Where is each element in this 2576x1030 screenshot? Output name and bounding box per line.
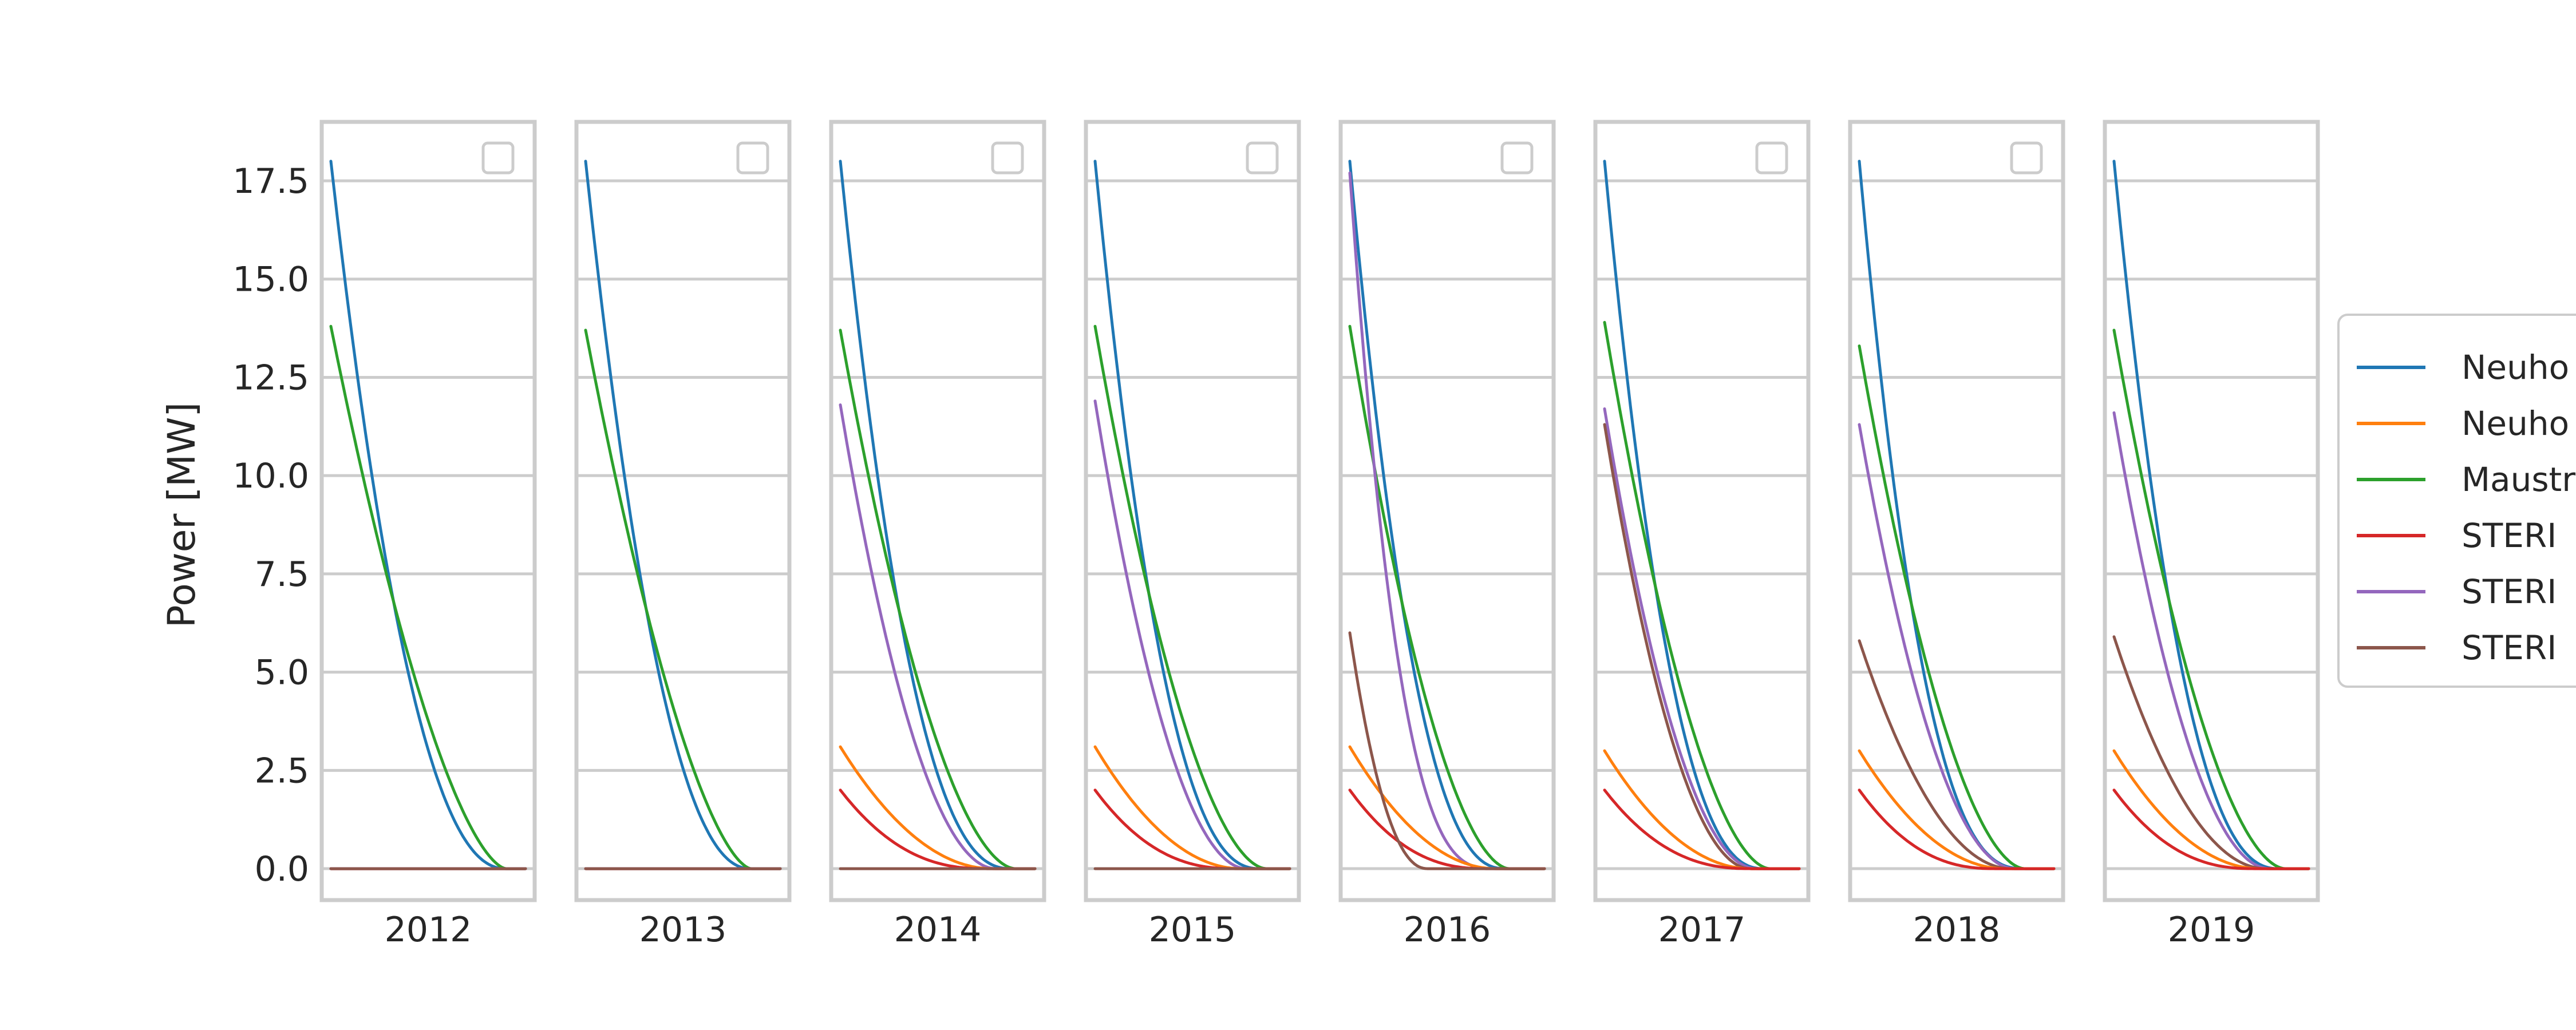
empty-legend-box-2018 — [2010, 141, 2043, 175]
panel-frame-2012 — [319, 120, 537, 902]
legend-label-3: STERI — [2462, 516, 2557, 555]
series-line-2014-3 — [839, 745, 1037, 870]
series-line-2016-2 — [1348, 171, 1546, 870]
series-line-2015-2 — [1093, 399, 1291, 870]
y-tick-label-0.0: 0.0 — [255, 849, 309, 889]
series-line-2014-1 — [839, 328, 1037, 870]
empty-legend-box-2015 — [1246, 141, 1279, 175]
panel-frame-2018 — [1848, 120, 2065, 902]
series-line-2015-1 — [1093, 324, 1291, 870]
series-line-2017-0 — [1603, 160, 1801, 870]
empty-legend-box-2016 — [1500, 141, 1534, 175]
series-line-2013-0 — [584, 160, 782, 870]
series-line-2019-4 — [2112, 749, 2310, 870]
empty-legend-box-2014 — [991, 141, 1024, 175]
panel-frame-2013 — [574, 120, 792, 902]
x-tick-label-2015: 2015 — [1149, 910, 1236, 950]
series-line-2019-5 — [2112, 789, 2310, 870]
empty-legend-box-2017 — [1755, 141, 1788, 175]
series-line-2014-0 — [839, 160, 1037, 870]
panel-2016: 2016 — [1338, 120, 1556, 950]
panel-2014: 2014 — [829, 120, 1046, 950]
panel-2018: 2018 — [1848, 120, 2065, 950]
series-line-2017-5 — [1603, 789, 1801, 870]
panel-frame-2016 — [1338, 120, 1556, 902]
y-tick-label-5.0: 5.0 — [255, 653, 309, 693]
series-line-2018-1 — [1858, 344, 2056, 870]
series-line-2019-1 — [2112, 328, 2310, 870]
series-line-2012-1 — [329, 324, 527, 870]
x-tick-label-2014: 2014 — [894, 910, 982, 950]
x-tick-label-2013: 2013 — [639, 910, 727, 950]
subplot-panels: 2012 0.0 2.5 5.0 7.5 10.0 12.5 15.0 17.5 2013 2014… — [232, 120, 2320, 950]
y-tick-label-10.0: 10.0 — [232, 456, 309, 496]
y-axis-label: Power [MW] — [160, 402, 204, 628]
legend-label-0: Neuho — [2462, 348, 2569, 387]
panel-frame-2017 — [1593, 120, 1811, 902]
series-line-2018-4 — [1858, 749, 2056, 870]
series-line-2017-3 — [1603, 423, 1801, 870]
panel-2019: 2019 — [2103, 120, 2320, 950]
y-tick-label-2.5: 2.5 — [255, 751, 309, 791]
panel-2017: 2017 — [1593, 120, 1811, 950]
series-line-2012-0 — [329, 160, 527, 870]
y-tick-label-15.0: 15.0 — [232, 260, 309, 300]
series-line-2017-1 — [1603, 320, 1801, 870]
y-tick-label-17.5: 17.5 — [232, 161, 309, 201]
series-line-2015-0 — [1093, 160, 1291, 870]
series-line-2018-3 — [1858, 639, 2056, 870]
series-line-2018-5 — [1858, 789, 2056, 870]
x-tick-label-2018: 2018 — [1913, 910, 2001, 950]
x-tick-label-2017: 2017 — [1658, 910, 1746, 950]
panel-frame-2015 — [1084, 120, 1301, 902]
panel-frame-2019 — [2103, 120, 2320, 902]
legend-label-4: STERI — [2462, 572, 2557, 611]
x-tick-label-2016: 2016 — [1404, 910, 1491, 950]
panel-2015: 2015 — [1084, 120, 1301, 950]
legend-frame — [2337, 314, 2576, 688]
series-line-2016-5 — [1348, 631, 1546, 870]
legend: Neuho Neuho Maustr STERI STERI STERI — [2337, 314, 2576, 688]
x-tick-label-2019: 2019 — [2168, 910, 2255, 950]
legend-label-1: Neuho — [2462, 404, 2569, 443]
series-line-2015-4 — [1093, 789, 1291, 870]
series-line-2019-0 — [2112, 160, 2310, 870]
legend-label-2: Maustr — [2462, 460, 2575, 499]
empty-legend-box-2013 — [736, 141, 769, 175]
panel-2012: 2012 — [319, 120, 537, 950]
panel-frame-2014 — [829, 120, 1046, 902]
panel-2013: 2013 — [574, 120, 792, 950]
empty-legend-box-2012 — [481, 141, 515, 175]
y-tick-label-12.5: 12.5 — [232, 358, 309, 398]
x-tick-label-2012: 2012 — [385, 910, 472, 950]
y-tick-label-7.5: 7.5 — [255, 554, 309, 595]
legend-label-5: STERI — [2462, 628, 2557, 667]
